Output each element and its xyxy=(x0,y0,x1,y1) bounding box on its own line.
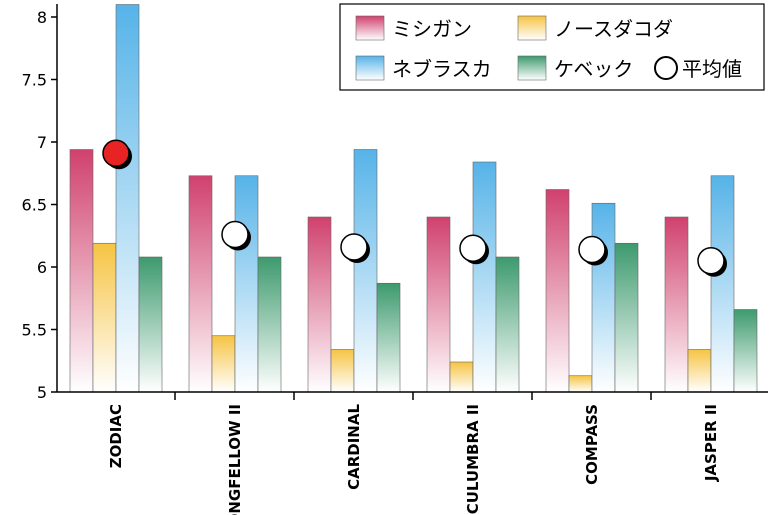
bar-0-2 xyxy=(115,4,140,393)
bars-layer xyxy=(69,4,758,393)
legend-swatch-1 xyxy=(517,15,547,41)
legend-label-0: ミシガン xyxy=(392,17,472,41)
legend-label-average: 平均値 xyxy=(682,57,742,81)
legend-box xyxy=(339,3,765,91)
y-tick-label: 6.5 xyxy=(22,196,47,215)
y-tick-label: 5.5 xyxy=(22,321,47,340)
bar-5-1 xyxy=(687,349,712,393)
category-label: COMPASS xyxy=(583,404,601,485)
bar-4-2 xyxy=(591,202,616,393)
bar-0-1 xyxy=(92,242,117,393)
bar-0-0 xyxy=(69,149,94,393)
category-label: LONGFELLOW II xyxy=(226,404,244,515)
legend-label-2: ネブラスカ xyxy=(392,57,492,81)
bar-1-0 xyxy=(188,175,213,393)
average-marker-0 xyxy=(102,139,130,167)
average-markers-layer xyxy=(102,139,727,277)
category-label: JASPER II xyxy=(702,404,720,482)
bar-1-3 xyxy=(257,256,282,393)
legend-average-marker xyxy=(654,56,678,80)
legend-swatch-3 xyxy=(517,55,547,81)
y-tick-label: 7.5 xyxy=(22,71,47,90)
bar-2-1 xyxy=(330,349,355,393)
average-marker-4 xyxy=(578,235,606,264)
category-label: ZODIAC xyxy=(107,404,125,468)
bar-3-1 xyxy=(449,361,474,393)
y-tick-label: 6 xyxy=(37,258,47,277)
bar-3-2 xyxy=(472,161,497,393)
bar-2-2 xyxy=(353,149,378,393)
legend-label-3: ケベック xyxy=(554,57,633,81)
bar-2-0 xyxy=(307,216,332,393)
category-label: CARDINAL xyxy=(345,404,363,490)
bar-5-2 xyxy=(710,175,735,393)
bar-3-3 xyxy=(495,256,520,393)
average-marker-2 xyxy=(340,233,368,261)
y-tick-label: 7 xyxy=(37,133,47,152)
bar-3-0 xyxy=(426,216,451,393)
bar-5-0 xyxy=(664,216,689,393)
bar-5-3 xyxy=(733,309,758,393)
average-marker-1 xyxy=(221,220,249,249)
bar-4-3 xyxy=(614,242,639,393)
category-label: CULUMBRA II xyxy=(464,404,482,514)
legend-swatch-2 xyxy=(355,55,385,81)
axes-layer: ZODIAC LONGFELLOW II CARDINAL CULUMBRA II CO… xyxy=(22,4,768,515)
bar-4-0 xyxy=(545,189,570,393)
average-marker-5 xyxy=(697,247,725,275)
bar-2-3 xyxy=(376,282,401,393)
y-tick-label: 5 xyxy=(37,383,47,402)
legend-swatch-0 xyxy=(355,15,385,41)
legend-label-1: ノースダコダ xyxy=(554,17,673,41)
bar-0-3 xyxy=(138,256,163,393)
bar-4-1 xyxy=(568,375,593,393)
bar-1-2 xyxy=(234,175,259,393)
y-tick-label: 8 xyxy=(37,8,47,27)
average-marker-3 xyxy=(459,234,487,262)
bar-1-1 xyxy=(211,335,236,393)
